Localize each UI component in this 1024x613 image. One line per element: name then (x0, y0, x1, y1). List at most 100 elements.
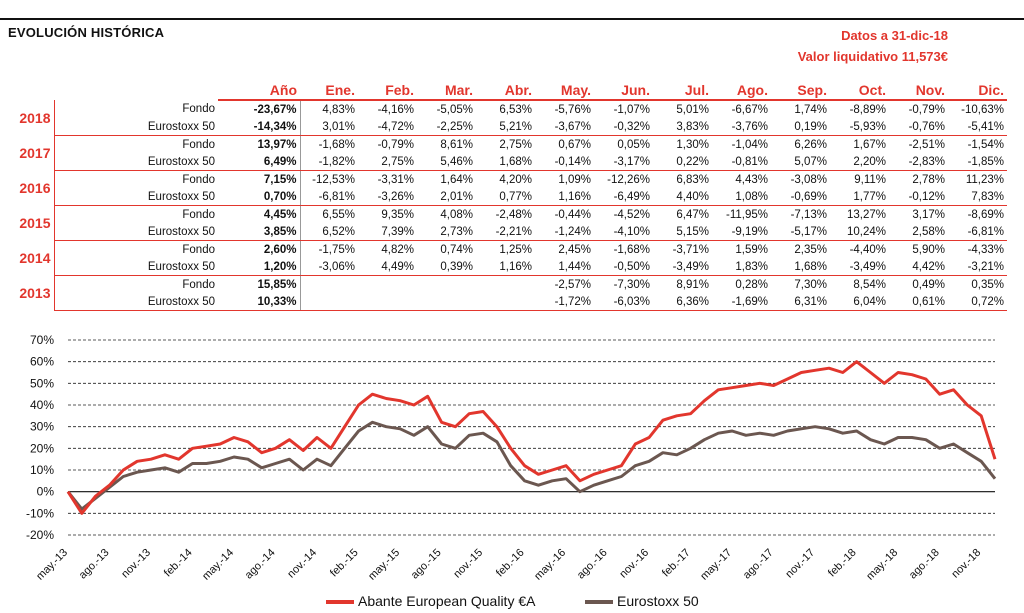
monthly-return: 0,67% (558, 138, 591, 151)
monthly-return (300, 293, 358, 311)
monthly-return (476, 293, 535, 311)
monthly-return: 6,52% (300, 223, 358, 241)
annual-return: 3,85% (218, 223, 301, 241)
table-row: Eurostoxx 50 0,70% -6,81% -3,26% 2,01% 0,77% 1… (0, 188, 1007, 206)
monthly-return: 1,67% (853, 138, 886, 151)
monthly-return: 1,25% (499, 243, 532, 256)
monthly-return: 2,73% (417, 223, 476, 241)
x-tick-label: feb.-14 (162, 547, 195, 580)
table-row: Eurostoxx 50 -14,34% 3,01% -4,72% -2,25% 5,21… (0, 118, 1007, 136)
monthly-return: -3,26% (358, 188, 417, 206)
x-tick-label: ago.-16 (575, 547, 610, 582)
column-header: Nov. (889, 81, 948, 101)
x-tick-label: may.-15 (366, 547, 402, 583)
x-tick-label: ago.-18 (907, 547, 942, 582)
monthly-return: 11,23% (965, 173, 1004, 186)
y-tick-label: 10% (30, 463, 54, 477)
monthly-return: 8,91% (676, 278, 709, 291)
monthly-return: 1,30% (676, 138, 709, 151)
y-tick-label: -20% (26, 528, 54, 542)
header-spacer (54, 81, 218, 100)
annual-return: 13,97% (218, 135, 301, 153)
monthly-return: -5,76% (554, 103, 591, 116)
monthly-return: -0,12% (889, 188, 948, 206)
x-tick-label: nov.-16 (617, 547, 651, 581)
monthly-return (476, 276, 535, 294)
column-header: Mar. (417, 81, 476, 101)
column-header: Sep. (771, 81, 830, 101)
x-tick-label: ago.-17 (741, 547, 776, 582)
x-tick-label: may.-14 (200, 547, 236, 583)
monthly-return: 6,04% (830, 293, 889, 311)
row-label: Fondo (182, 208, 215, 221)
monthly-return: 2,75% (358, 153, 417, 171)
y-tick-label: 0% (37, 485, 55, 499)
monthly-return: 5,15% (653, 223, 712, 241)
y-tick-label: 20% (30, 441, 54, 455)
monthly-return: -1,82% (300, 153, 358, 171)
monthly-return (417, 293, 476, 311)
x-tick-label: ago.-13 (77, 547, 112, 582)
annual-return: -23,67% (218, 100, 301, 118)
annual-return: 2,60% (218, 240, 301, 258)
monthly-return: 4,82% (381, 243, 414, 256)
table-row: Eurostoxx 50 3,85% 6,52% 7,39% 2,73% -2,21% -1… (0, 223, 1007, 241)
monthly-return: -3,17% (594, 153, 653, 171)
monthly-return: -0,76% (889, 118, 948, 136)
monthly-return: -4,52% (613, 208, 650, 221)
x-tick-label: feb.-17 (660, 547, 693, 580)
monthly-return: 4,08% (440, 208, 473, 221)
monthly-return: -1,07% (613, 103, 650, 116)
annual-return: 10,33% (218, 293, 301, 311)
monthly-return: 5,21% (476, 118, 535, 136)
monthly-return: -0,81% (712, 153, 771, 171)
annual-return: 4,45% (218, 205, 301, 223)
monthly-return: 1,08% (712, 188, 771, 206)
monthly-return: 5,90% (912, 243, 945, 256)
monthly-return: -6,67% (731, 103, 768, 116)
table-header-row: Año Ene. Feb. Mar. Abr. May. Jun. Jul. Ago. Sep. O… (0, 81, 1007, 101)
monthly-return: -12,53% (312, 173, 355, 186)
monthly-return: -6,81% (300, 188, 358, 206)
monthly-return: 5,01% (676, 103, 709, 116)
monthly-return: 4,40% (653, 188, 712, 206)
legend-item-index: Eurostoxx 50 (585, 593, 699, 609)
monthly-return: 0,77% (476, 188, 535, 206)
x-tick-label: may.-16 (532, 547, 568, 583)
monthly-return: 2,75% (499, 138, 532, 151)
monthly-return: -0,79% (908, 103, 945, 116)
monthly-return: -0,44% (554, 208, 591, 221)
monthly-return: -3,31% (377, 173, 414, 186)
monthly-return: 7,30% (794, 278, 827, 291)
column-header: Jun. (594, 81, 653, 101)
monthly-return: -8,89% (849, 103, 886, 116)
monthly-return: 2,45% (558, 243, 591, 256)
monthly-return: -2,21% (476, 223, 535, 241)
monthly-return: 2,35% (794, 243, 827, 256)
monthly-return: -3,67% (535, 118, 594, 136)
monthly-return: -6,03% (594, 293, 653, 311)
monthly-return: 1,44% (535, 258, 594, 276)
section-title: EVOLUCIÓN HISTÓRICA (8, 25, 165, 40)
x-tick-label: nov.-18 (949, 547, 983, 581)
monthly-return: 2,58% (889, 223, 948, 241)
monthly-return: 4,83% (322, 103, 355, 116)
monthly-return: 0,22% (653, 153, 712, 171)
column-header: Feb. (358, 81, 417, 101)
monthly-return: -0,32% (594, 118, 653, 136)
monthly-return: 0,35% (971, 278, 1004, 291)
column-header: May. (535, 81, 594, 101)
monthly-return: -7,13% (790, 208, 827, 221)
monthly-return: 6,36% (653, 293, 712, 311)
monthly-return: -8,69% (967, 208, 1004, 221)
column-header: Dic. (948, 81, 1007, 101)
monthly-return: -5,17% (771, 223, 830, 241)
header-spacer (0, 81, 54, 100)
monthly-return: -9,19% (712, 223, 771, 241)
monthly-return: -1,72% (535, 293, 594, 311)
monthly-return: 6,26% (794, 138, 827, 151)
monthly-return: 1,83% (712, 258, 771, 276)
monthly-return: -4,40% (849, 243, 886, 256)
monthly-return: -2,25% (417, 118, 476, 136)
monthly-return: 0,74% (440, 243, 473, 256)
